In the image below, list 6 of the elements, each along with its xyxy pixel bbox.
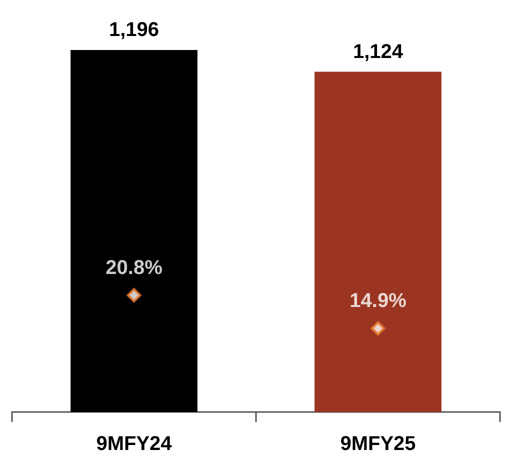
x-tick-label: 9MFY24	[96, 433, 173, 455]
data-label: 20.8%	[106, 257, 163, 280]
data-label: 14.9%	[350, 290, 407, 312]
x-tick-label: 9MFY25	[340, 433, 416, 455]
data-label: 1,196	[108, 18, 160, 41]
data-label: 1,124	[352, 40, 404, 63]
